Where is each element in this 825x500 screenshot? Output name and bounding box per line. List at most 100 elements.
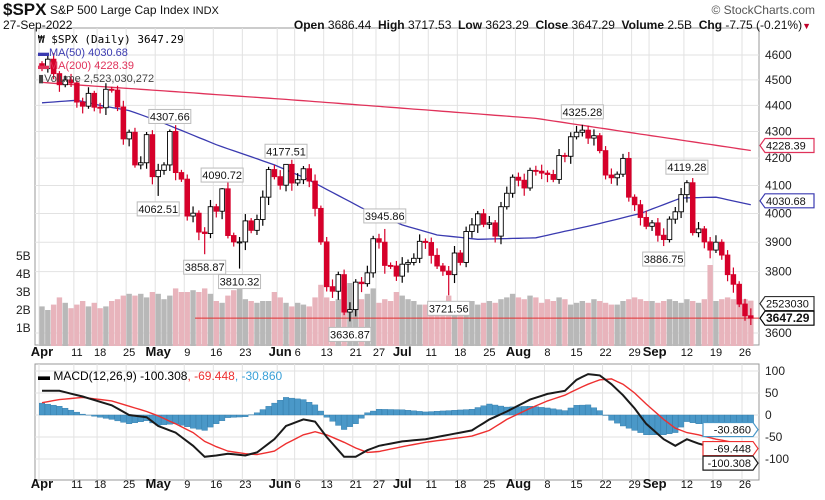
candle-body <box>62 79 68 86</box>
volume-bar <box>219 302 225 346</box>
volume-bar <box>132 295 138 346</box>
macd-histogram-bar <box>265 406 272 416</box>
volume-bar <box>97 308 103 346</box>
histogram-badge-shape <box>702 421 759 438</box>
price-annotation: 3886.75 <box>642 251 686 267</box>
volume-bar <box>184 292 190 346</box>
candle-body <box>538 170 545 174</box>
macd-histogram-bar <box>422 411 429 416</box>
histogram-value: , -30.860 <box>234 369 283 383</box>
x-tick-label: May <box>146 476 172 491</box>
volume-bar <box>126 293 132 346</box>
macd-tick-label: 0 <box>765 408 772 422</box>
volume-bar <box>486 301 493 346</box>
price-tick-label: 3600 <box>765 326 792 340</box>
macd-histogram-bar <box>97 414 104 418</box>
x-tick-label: 29 <box>628 347 640 359</box>
candle-body <box>68 79 74 84</box>
candle-body <box>138 162 144 166</box>
candle-body <box>242 220 249 243</box>
candle-body <box>475 213 481 226</box>
volume-bar <box>684 299 690 346</box>
candle-body <box>480 213 487 225</box>
macd-histogram-bar <box>625 414 632 429</box>
low-label: Low <box>458 18 483 32</box>
macd-histogram-bar <box>660 414 667 435</box>
legend-ma50-text: MA(50) 4030.68 <box>49 47 128 59</box>
macd-histogram-bar <box>434 411 441 416</box>
volume-bars-icon: ▮ <box>38 73 45 85</box>
high-label: High <box>377 18 405 32</box>
volume-bar <box>341 286 347 346</box>
volume-bar <box>109 301 115 346</box>
macd-histogram-bar <box>486 403 493 416</box>
candle-body <box>248 220 254 231</box>
macd-histogram-bar <box>550 408 557 416</box>
x-tick-label: Sep <box>643 476 667 491</box>
annotation-box <box>665 159 709 175</box>
macd-value: -100.308 <box>140 369 188 383</box>
candle-body <box>260 196 266 220</box>
volume-bar <box>655 302 661 346</box>
macd-histogram-bar <box>480 405 487 416</box>
volume-bar <box>91 302 97 346</box>
x-tick-label: Apr <box>31 476 53 491</box>
x-tick-label: Jun <box>269 344 292 359</box>
brand-watermark[interactable]: © StockCharts.com <box>711 3 815 17</box>
histogram-badge-label: -30.860 <box>714 425 751 437</box>
x-tick-label: 23 <box>239 347 251 359</box>
volume-bar <box>207 293 214 346</box>
volume-bar <box>469 301 475 346</box>
macd-histogram-bar <box>283 397 290 416</box>
candle-body <box>626 157 632 198</box>
macd-histogram-bar <box>590 407 597 416</box>
volume-bar <box>306 306 312 346</box>
candle-body <box>411 257 417 263</box>
candle-body <box>225 188 231 236</box>
macd-histogram-bar <box>236 414 243 418</box>
price-tick-label: 4200 <box>765 151 792 165</box>
volume-bar <box>138 293 144 346</box>
signal-badge-shape <box>702 440 759 457</box>
candle-body <box>149 134 156 178</box>
candle-body <box>614 173 620 179</box>
volume-bar <box>260 301 266 346</box>
candle-body <box>132 131 138 166</box>
macd-histogram-bar <box>410 410 417 416</box>
volume-bar <box>370 288 376 346</box>
candle-body <box>155 169 161 178</box>
quote-date: 27-Sep-2022 <box>3 18 73 32</box>
candle-body <box>323 241 330 288</box>
annotation-label: 3810.32 <box>220 277 260 289</box>
volume-bar <box>602 302 609 346</box>
macd-histogram-bar <box>468 409 475 416</box>
candle-body <box>167 131 173 166</box>
candle-body <box>672 211 679 220</box>
candle-body <box>562 155 568 157</box>
volume-bar <box>475 304 481 346</box>
volume-bar <box>265 301 272 346</box>
candle-body <box>713 241 719 251</box>
volume-bar <box>411 301 417 346</box>
macd-histogram-bar <box>608 414 615 421</box>
volume-bar <box>498 299 504 346</box>
candle-body <box>91 92 98 108</box>
x-tick-label: 21 <box>350 347 362 359</box>
candle-body <box>509 176 516 194</box>
x-tick-label: 11 <box>426 479 437 491</box>
volume-bar <box>399 295 405 346</box>
volume-bar <box>242 299 249 346</box>
macd-histogram-bar <box>405 410 412 416</box>
x-tick-label: 29 <box>628 479 640 491</box>
price-annotation: 3810.32 <box>218 274 262 290</box>
volume-bar <box>254 302 260 346</box>
volume-bar <box>521 299 527 346</box>
macd-histogram-bar <box>649 414 656 435</box>
annotation-label: 4119.28 <box>667 162 706 174</box>
macd-histogram-bar <box>312 404 319 416</box>
annotation-box <box>264 143 308 159</box>
macd-histogram-bar <box>306 402 313 416</box>
candle-body <box>364 272 371 285</box>
